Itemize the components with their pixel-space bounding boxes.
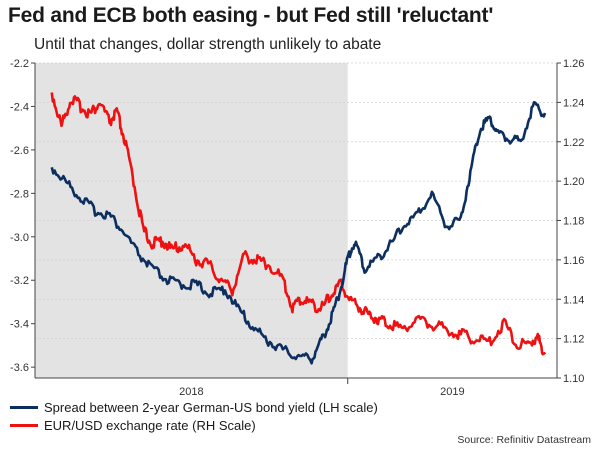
left-tick-label: -2.8: [10, 188, 29, 200]
left-tick-label: -3.4: [10, 319, 29, 331]
right-tick-label: 1.16: [563, 255, 584, 267]
right-tick-label: 1.12: [563, 334, 584, 346]
right-tick-label: 1.26: [563, 58, 584, 70]
left-tick-label: -2.2: [10, 58, 29, 70]
right-tick-label: 1.14: [563, 294, 584, 306]
legend-item-spread: Spread between 2-year German-US bond yie…: [10, 400, 378, 415]
legend-item-eurusd: EUR/USD exchange rate (RH Scale): [10, 418, 256, 433]
legend-swatch-eurusd: [10, 424, 38, 427]
right-tick-label: 1.20: [563, 176, 584, 188]
legend-label-spread: Spread between 2-year German-US bond yie…: [44, 400, 378, 415]
legend-label-eurusd: EUR/USD exchange rate (RH Scale): [44, 418, 256, 433]
left-tick-label: -2.6: [10, 145, 29, 157]
legend-swatch-spread: [10, 406, 38, 409]
right-tick-label: 1.10: [563, 373, 584, 385]
x-tick-label: 2018: [179, 386, 203, 398]
left-tick-label: -3.6: [10, 362, 29, 374]
series-line-spread: [50, 100, 547, 365]
series-line-eurusd: [50, 92, 547, 356]
left-tick-label: -2.4: [10, 101, 29, 113]
source-note: Source: Refinitiv Datastream: [457, 434, 591, 446]
left-tick-label: -3.2: [10, 275, 29, 287]
left-tick-label: -3.0: [10, 232, 29, 244]
x-tick-label: 2019: [440, 386, 464, 398]
right-tick-label: 1.18: [563, 216, 584, 228]
right-tick-label: 1.22: [563, 137, 584, 149]
chart-title: Fed and ECB both easing - but Fed still …: [8, 4, 494, 27]
chart-subtitle: Until that changes, dollar strength unli…: [34, 36, 382, 53]
right-tick-label: 1.24: [563, 97, 584, 109]
